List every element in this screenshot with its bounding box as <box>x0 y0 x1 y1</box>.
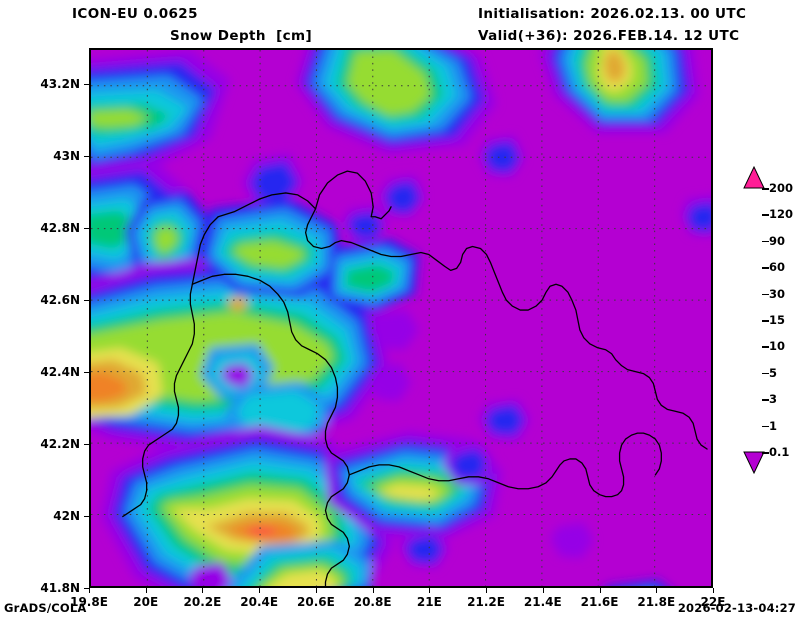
snow-depth-heatmap <box>91 50 711 586</box>
colorbar-tick-label: 30 <box>769 286 786 301</box>
x-axis-label: 21.8E <box>637 595 676 609</box>
x-axis-label: 22E <box>700 595 726 609</box>
producer-credit: GrADS/COLA <box>4 601 87 615</box>
colorbar-tick-label: 60 <box>769 260 786 275</box>
x-axis-tick <box>259 588 261 593</box>
initialisation-time: Initialisation: 2026.02.13. 00 UTC <box>478 6 747 22</box>
colorbar-under-arrow <box>743 451 765 474</box>
colorbar-over-arrow <box>743 166 765 189</box>
valid-time: Valid(+36): 2026.FEB.14. 12 UTC <box>478 28 740 44</box>
colorbar-tick-label: 15 <box>769 313 786 327</box>
x-axis-tick <box>89 588 90 593</box>
colorbar-tick <box>762 452 769 454</box>
model-title: ICON-EU 0.0625 <box>72 6 198 22</box>
y-axis-label: 42.6N <box>40 293 80 307</box>
colorbar-tick <box>762 346 769 348</box>
colorbar-tick-label: 10 <box>769 339 786 354</box>
generation-stamp: 2026-02-13-04:27 <box>677 601 796 615</box>
colorbar-tick <box>762 214 769 216</box>
colorbar-swatches <box>743 166 765 474</box>
y-axis-label: 41.8N <box>40 581 80 595</box>
x-axis-tick <box>486 588 488 593</box>
colorbar-tick <box>762 425 769 428</box>
y-axis-tick <box>84 156 89 157</box>
x-axis-tick <box>202 588 204 593</box>
colorbar-tick-label: 200 <box>769 181 794 195</box>
colorbar-tick <box>762 320 769 322</box>
colorbar-tick-label: 90 <box>769 233 786 248</box>
y-axis-label: 42.4N <box>40 365 80 379</box>
colorbar <box>742 166 766 474</box>
colorbar-tick <box>762 267 769 269</box>
x-axis-label: 20.8E <box>353 595 392 609</box>
y-axis-label: 42.8N <box>40 221 80 235</box>
x-axis-label: 21.2E <box>467 595 505 609</box>
x-axis-tick <box>713 588 714 593</box>
colorbar-tick-label: 1 <box>769 418 778 433</box>
x-axis-label: 21E <box>416 595 442 609</box>
colorbar-tick-label: 5 <box>769 365 778 380</box>
x-axis-label: 21.4E <box>523 595 562 609</box>
y-axis-label: 43N <box>53 149 80 163</box>
y-axis-tick <box>84 444 89 445</box>
country-borders <box>122 170 708 586</box>
x-axis-label: 20.6E <box>297 595 335 609</box>
x-axis-tick <box>315 588 317 593</box>
x-axis-tick <box>656 588 658 593</box>
x-axis-label: 20.2E <box>183 595 222 609</box>
x-axis-label: 21.6E <box>580 595 619 609</box>
x-axis-label: 20E <box>133 595 159 609</box>
y-axis-tick <box>84 228 89 229</box>
x-axis-tick <box>599 588 601 593</box>
colorbar-tick-label: 120 <box>769 207 794 222</box>
y-axis-label: 42.2N <box>40 437 80 451</box>
x-axis-tick <box>429 588 431 593</box>
colorbar-tick <box>762 188 769 190</box>
x-axis-label: 20.4E <box>240 595 279 609</box>
y-axis-tick <box>84 372 89 373</box>
x-axis-tick <box>145 588 147 593</box>
colorbar-tick <box>762 372 769 375</box>
x-axis-label: 19.8E <box>70 595 108 609</box>
colorbar-tick <box>762 399 769 401</box>
contour-bands <box>91 50 711 586</box>
y-axis-tick <box>84 588 89 589</box>
colorbar-tick <box>762 293 769 296</box>
y-axis-tick <box>84 300 89 301</box>
colorbar-tick-label: 0.1 <box>769 445 790 459</box>
y-axis-tick <box>84 84 89 85</box>
field-title: Snow Depth [cm] <box>170 28 313 44</box>
map-plot-area <box>89 48 713 588</box>
x-axis-tick <box>542 588 544 593</box>
colorbar-tick-label: 3 <box>769 392 778 407</box>
x-axis-tick <box>372 588 374 593</box>
colorbar-tick <box>762 240 769 243</box>
y-axis-label: 43.2N <box>40 77 80 91</box>
y-axis-label: 42N <box>53 509 80 523</box>
y-axis-tick <box>84 516 89 517</box>
